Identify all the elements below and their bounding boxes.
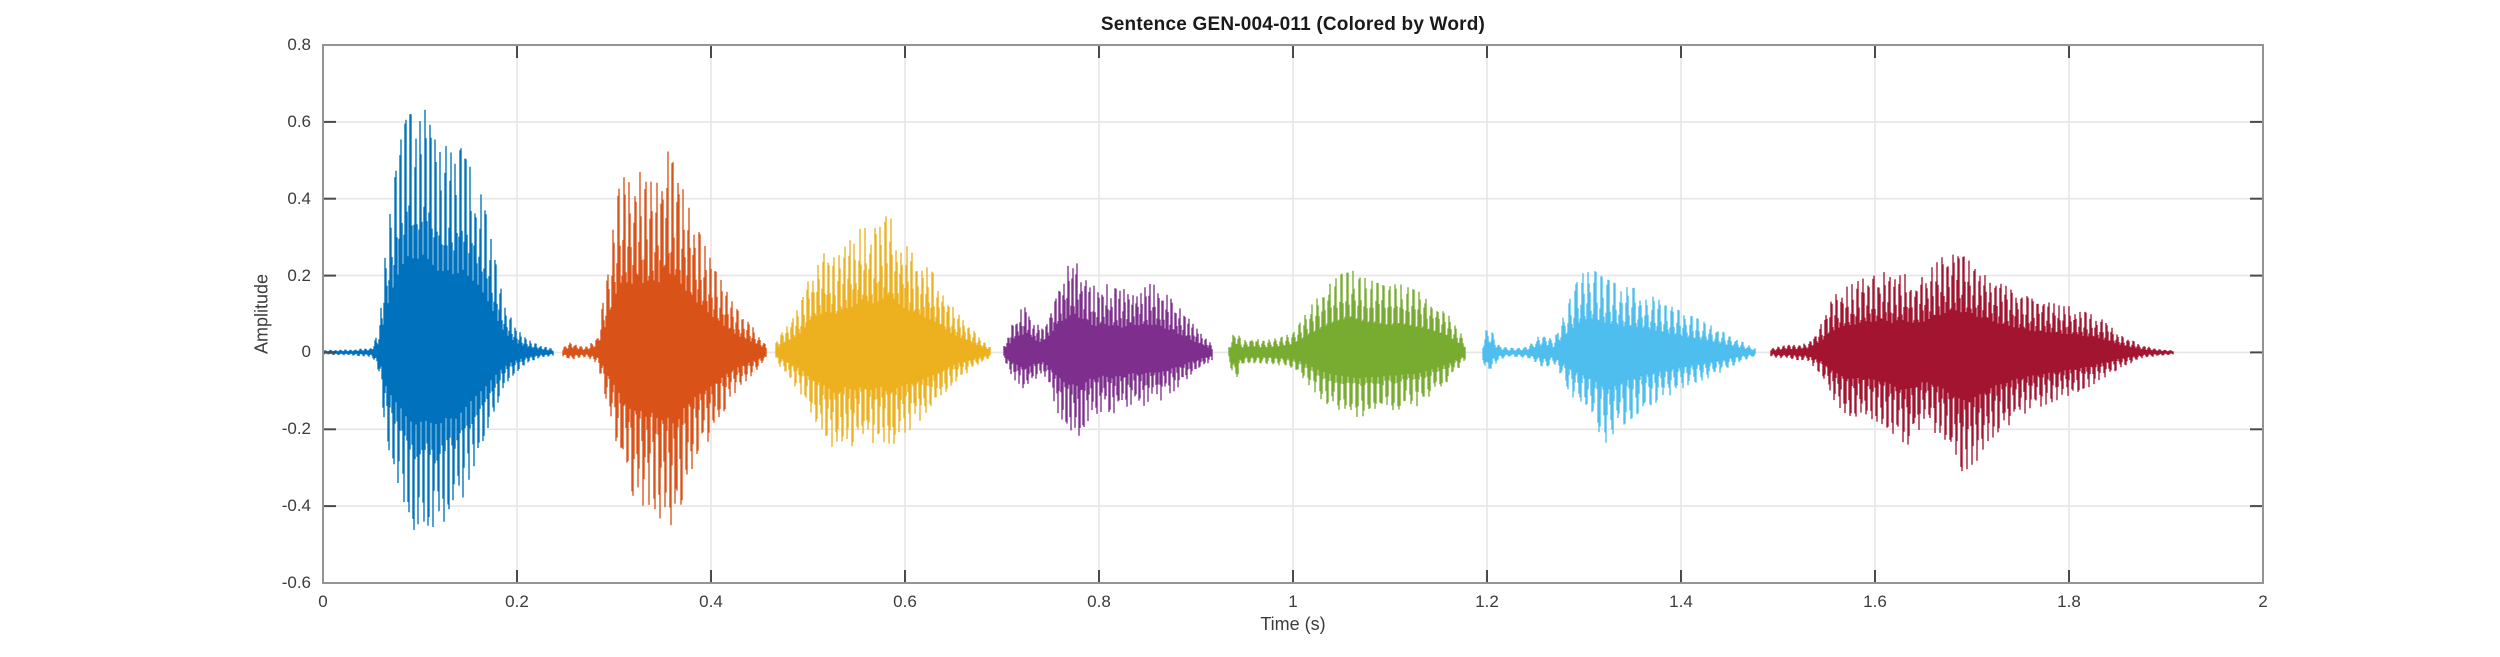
x-tick-label: 0.4	[699, 592, 723, 611]
y-tick-label: 0	[301, 342, 311, 362]
y-tick-label: -0.4	[281, 496, 311, 516]
x-tick-label: 0.2	[505, 592, 529, 611]
x-tick-label: 1.8	[2057, 592, 2081, 611]
y-tick-label: 0.6	[287, 111, 311, 131]
x-tick-label: 1.6	[1863, 592, 1887, 611]
waveform-word-5	[1228, 270, 1466, 417]
chart-title: Sentence GEN-004-011 (Colored by Word)	[1100, 14, 1486, 35]
x-tick-label: 0.6	[893, 592, 917, 611]
axes-box	[322, 44, 2264, 584]
x-tick-label: 1	[1288, 592, 1298, 611]
x-tick-label: 1.4	[1669, 592, 1693, 611]
waveform-word-3	[775, 216, 991, 447]
y-tick-label: 0.2	[287, 265, 311, 285]
y-tick-label: -0.6	[281, 573, 311, 592]
waveform-word-1	[322, 109, 554, 530]
waveform-word-4	[1003, 263, 1213, 436]
x-tick-label: 0	[318, 592, 328, 611]
y-tick-label: 0.8	[287, 35, 311, 54]
x-tick-label: 2	[2258, 592, 2268, 611]
x-tick-label: 0.8	[1087, 592, 1111, 611]
waveform-word-6	[1482, 271, 1756, 443]
waveform-word-2	[562, 151, 767, 526]
x-tick-label: 1.2	[1475, 592, 1499, 611]
waveform-word-7	[1770, 254, 2174, 472]
y-tick-label: -0.2	[281, 419, 311, 439]
y-tick-label: 0.4	[287, 188, 311, 208]
x-axis-label: Time (s)	[1260, 614, 1326, 634]
